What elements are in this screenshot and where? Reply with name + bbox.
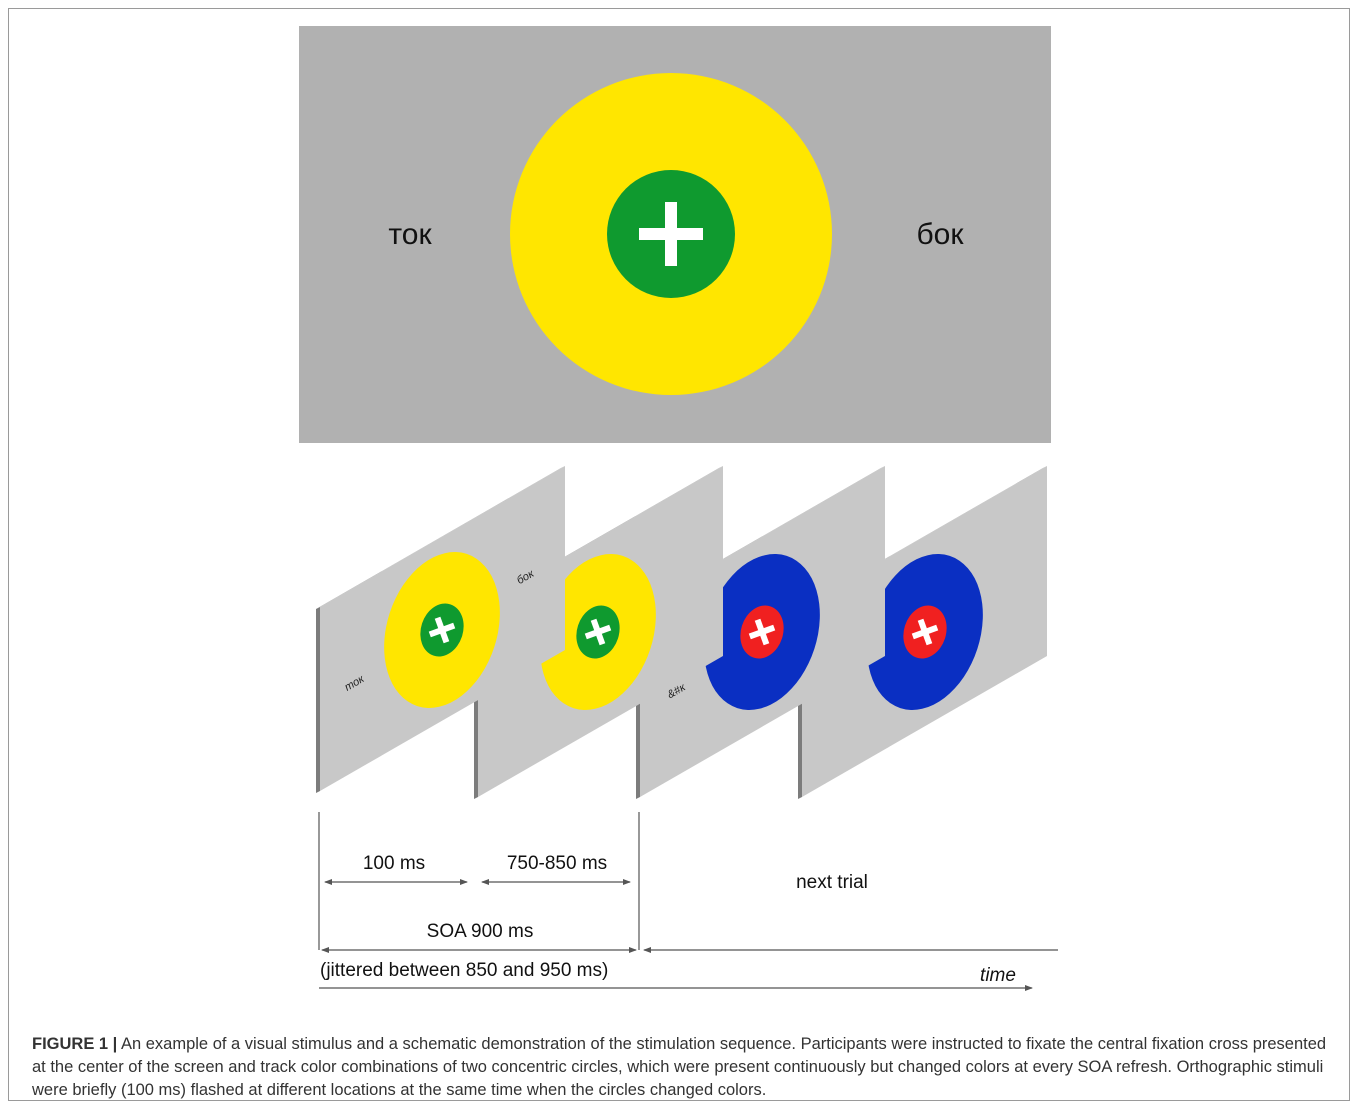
timeline-labels: 100 ms 750-850 ms next trial SOA 900 ms … [320,853,1016,986]
figure-frame [8,8,1350,1101]
sequence-frame-3: &#к [636,466,885,799]
stimulus-left-word: ток [388,218,432,251]
frame-4-cross-icon [911,618,939,646]
label-next-trial: next trial [796,872,868,893]
stimulus-panel: ток бок [299,26,1051,443]
frame-2-cross-icon [584,618,612,646]
frame-3-cross-icon [748,618,776,646]
sequence-frame-1: ток бок [316,466,565,793]
label-time: time [980,965,1016,986]
label-soa: SOA 900 ms [427,921,534,942]
frame-1-cross-icon [428,616,456,644]
caption-text: An example of a visual stimulus and a sc… [32,1035,1327,1099]
figure-caption: FIGURE 1 | An example of a visual stimul… [32,1033,1327,1102]
label-jitter: (jittered between 850 and 950 ms) [320,960,608,981]
figure-diagram: ток бок &#к [299,26,1058,991]
sequence-frames: &#к ток бок [316,466,1047,799]
label-100ms: 100 ms [363,853,425,874]
timeline [318,812,1058,991]
caption-label: FIGURE 1 | [32,1035,118,1053]
fixation-cross-icon [639,202,703,266]
stimulus-right-word: бок [917,218,965,251]
label-750-850ms: 750-850 ms [507,853,607,874]
